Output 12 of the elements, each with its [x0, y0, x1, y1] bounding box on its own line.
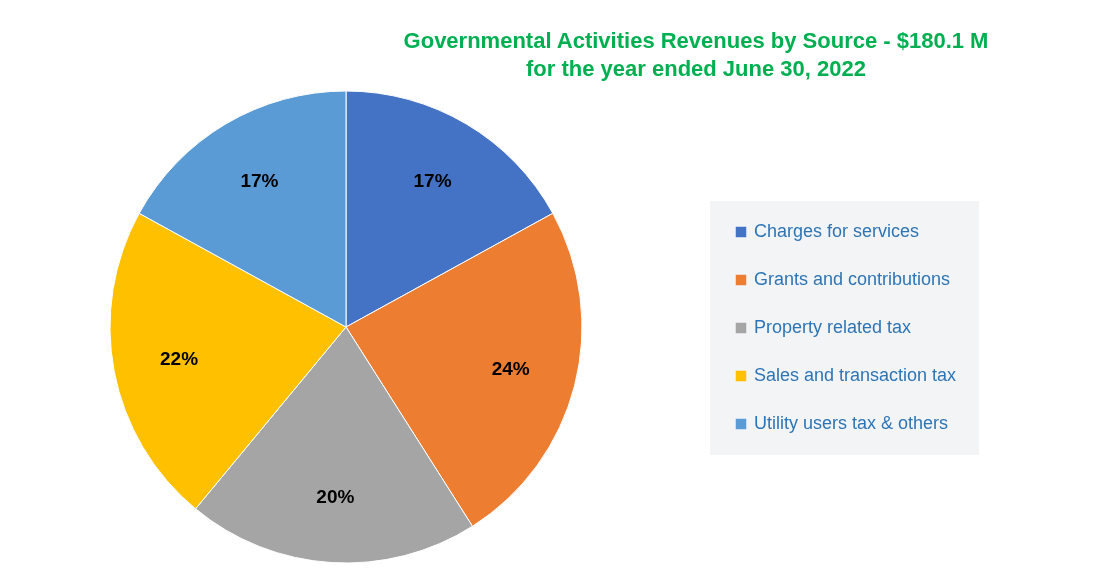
legend-label: Utility users tax & others: [754, 413, 949, 433]
data-label: 17%: [240, 169, 279, 191]
legend-label: Sales and transaction tax: [754, 365, 957, 385]
data-label: 17%: [413, 169, 452, 191]
data-label: 24%: [491, 358, 530, 380]
legend-label: Charges for services: [754, 221, 920, 241]
data-label: 20%: [316, 485, 355, 507]
data-label: 22%: [160, 347, 199, 369]
legend-label: Property related tax: [754, 317, 912, 337]
chart-subtitle: for the year ended June 30, 2022: [526, 56, 866, 81]
legend-label: Grants and contributions: [754, 269, 951, 289]
chart-title: Governmental Activities Revenues by Source - $180.1 M: [403, 28, 989, 53]
